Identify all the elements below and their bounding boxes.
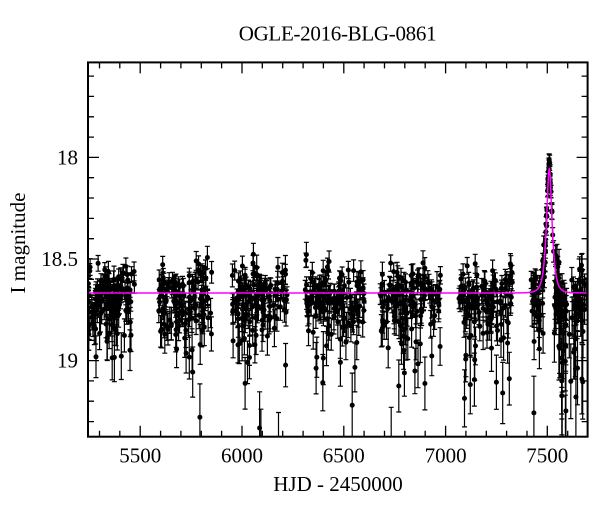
svg-text:I magnitude: I magnitude — [6, 193, 30, 294]
svg-text:18: 18 — [57, 145, 78, 169]
svg-text:HJD - 2450000: HJD - 2450000 — [273, 472, 403, 496]
svg-text:6500: 6500 — [323, 443, 365, 467]
svg-text:7500: 7500 — [526, 443, 568, 467]
svg-text:5500: 5500 — [119, 443, 161, 467]
svg-text:6000: 6000 — [221, 443, 263, 467]
svg-text:18.5: 18.5 — [41, 247, 78, 271]
svg-text:7000: 7000 — [425, 443, 467, 467]
svg-text:OGLE-2016-BLG-0861: OGLE-2016-BLG-0861 — [239, 21, 437, 45]
svg-text:19: 19 — [57, 349, 78, 373]
